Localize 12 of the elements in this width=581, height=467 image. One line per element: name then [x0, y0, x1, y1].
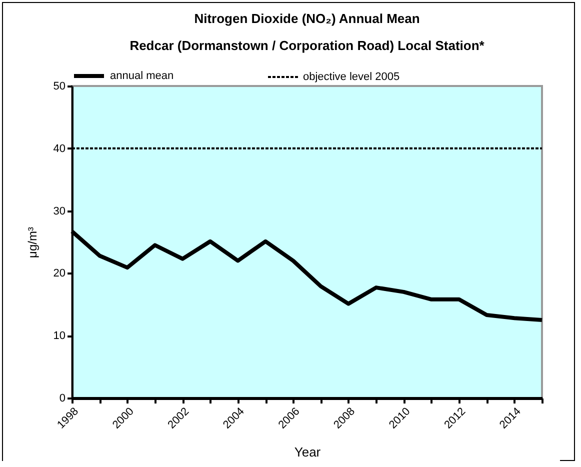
y-tick-label: 20	[53, 268, 66, 280]
chart-title: Nitrogen Dioxide (NO₂) Annual Mean	[194, 11, 420, 26]
y-tick-label: 30	[53, 205, 66, 218]
y-tick-label: 40	[53, 142, 66, 155]
legend-label: objective level 2005	[303, 71, 400, 83]
y-axis-title: μg/m³	[25, 227, 40, 258]
chart-subtitle: Redcar (Dormanstown / Corporation Road) Local Station*	[130, 38, 486, 53]
x-axis-title: Year	[294, 444, 322, 460]
legend-label: annual mean	[110, 70, 174, 82]
y-tick-label: 50	[53, 80, 66, 92]
y-tick-label: 0	[59, 392, 66, 404]
y-tick-label: 10	[53, 330, 66, 342]
